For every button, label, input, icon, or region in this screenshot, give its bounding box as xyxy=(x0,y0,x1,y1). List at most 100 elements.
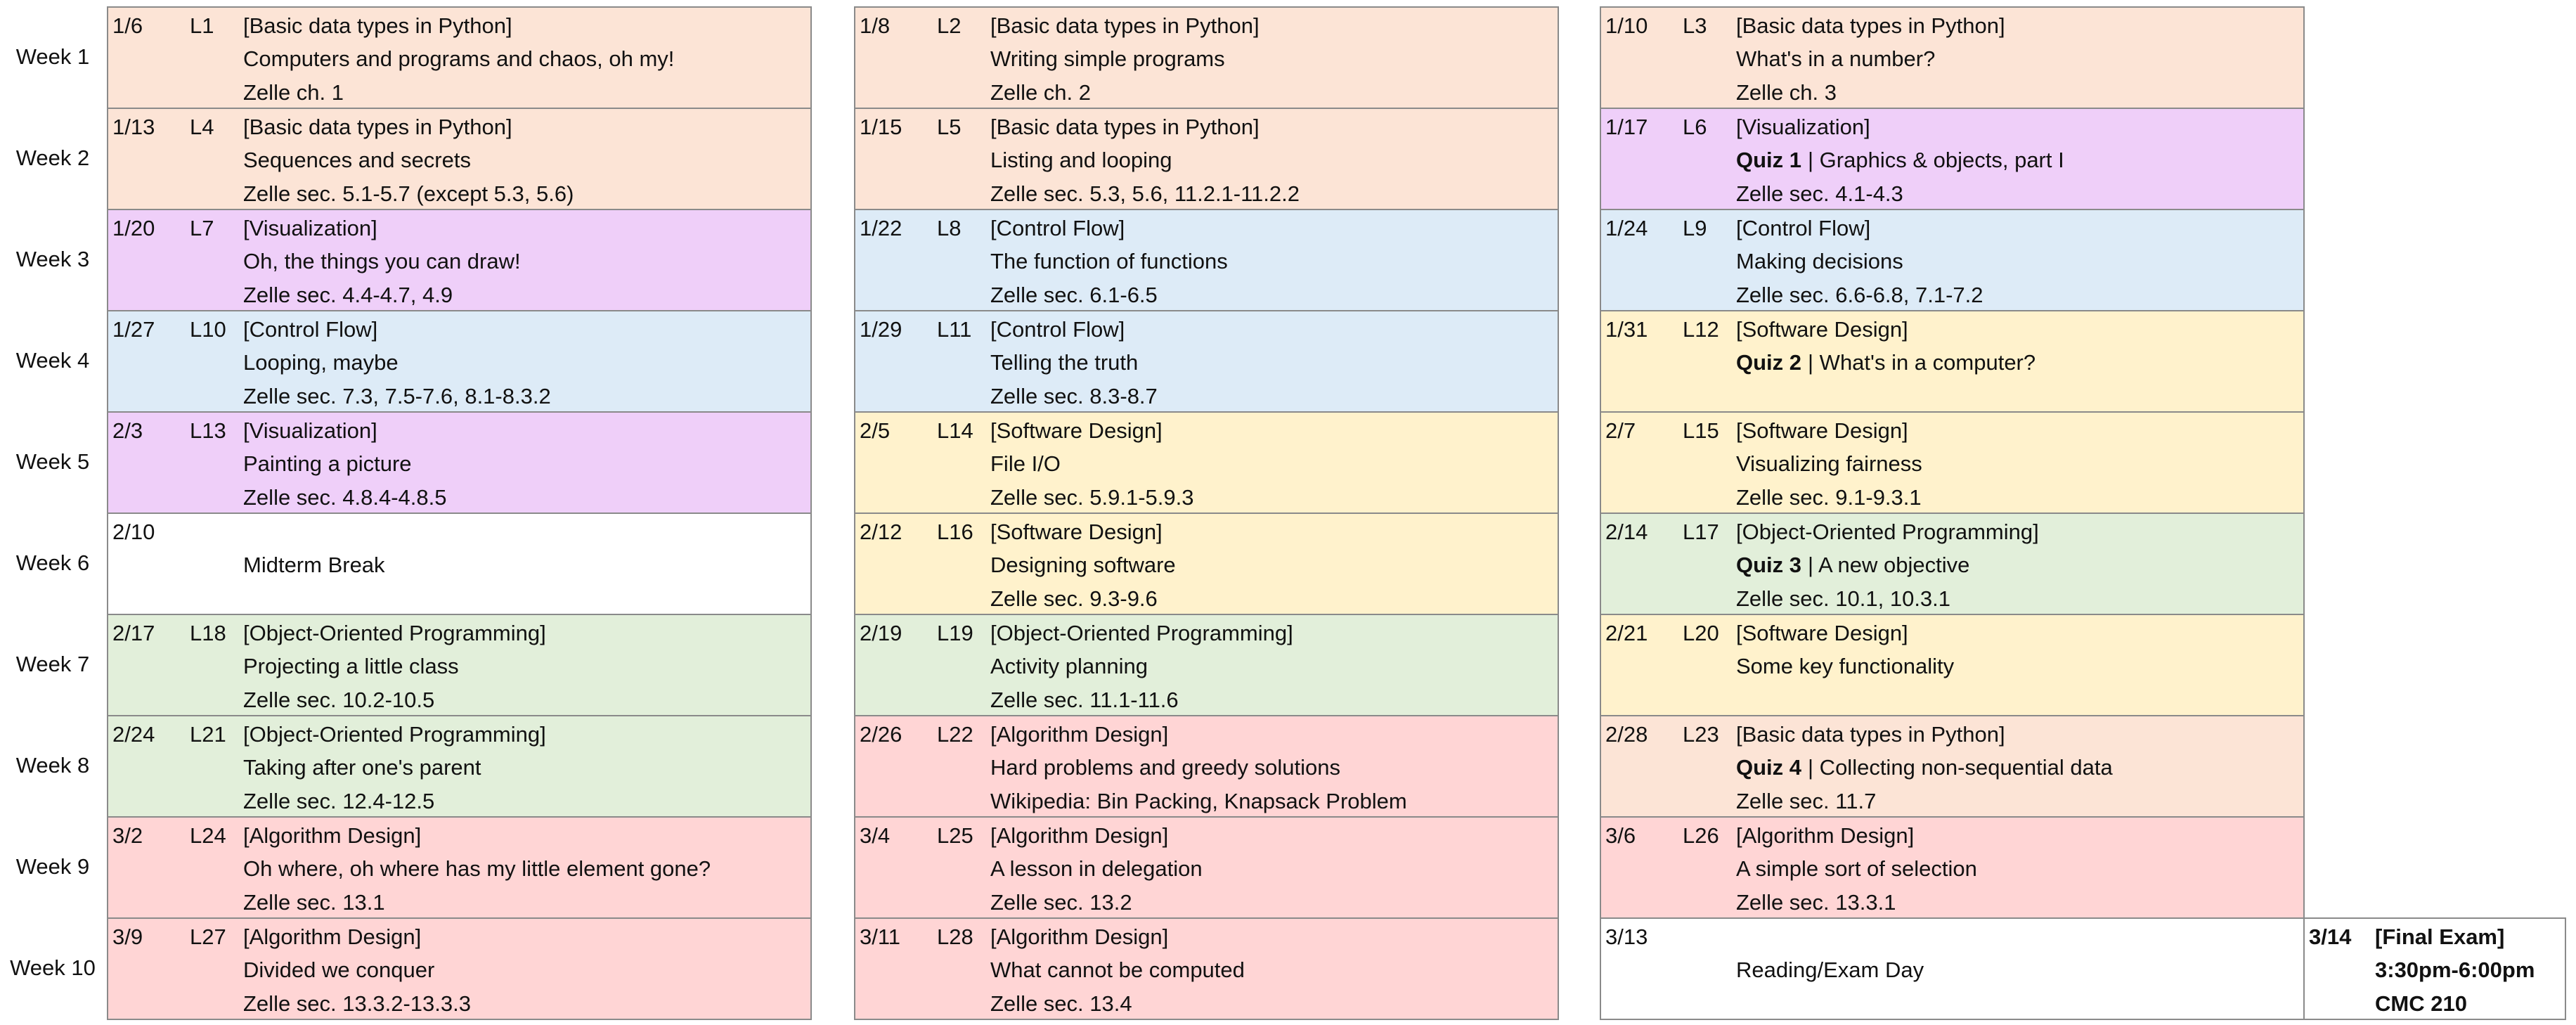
title: Computers and programs and chaos, oh my! xyxy=(243,46,675,71)
title: Reading/Exam Day xyxy=(1736,958,1924,982)
date: 2/3 xyxy=(112,418,143,443)
lecture-cell: 1/24 L9 [Control Flow] Making decisions Zell… xyxy=(1600,209,2305,311)
week-label: Week 5 xyxy=(15,449,90,474)
lecture-number: L19 xyxy=(937,621,973,645)
lecture-number: L5 xyxy=(937,115,962,139)
title: Activity planning xyxy=(990,654,1148,678)
lecture-cell: 2/14 L17 [Object-Oriented Programming] Quiz… xyxy=(1600,512,2305,615)
title: Telling the truth xyxy=(990,350,1139,375)
date: 2/26 xyxy=(860,722,902,747)
title: Hard problems and greedy solutions xyxy=(990,755,1340,780)
lecture-cell: 1/15 L5 [Basic data types in Python] Listin… xyxy=(854,108,1559,210)
week-label: Week 1 xyxy=(15,44,90,69)
topic: [Algorithm Design] xyxy=(990,722,1169,747)
lecture-cell: 1/29 L11 [Control Flow] Telling the truth Ze… xyxy=(854,310,1559,413)
lecture-cell: 3/13 Reading/Exam Day xyxy=(1600,917,2305,1020)
title: What cannot be computed xyxy=(990,958,1245,982)
date: 2/5 xyxy=(860,418,891,443)
title-line: Making decisions xyxy=(1736,247,1903,276)
topic: [Control Flow] xyxy=(990,216,1125,240)
lecture-cell: 3/9 L27 [Algorithm Design] Divided we conqu… xyxy=(107,917,812,1020)
date: 1/20 xyxy=(112,216,155,240)
lecture-number: L18 xyxy=(190,621,226,645)
date: 1/22 xyxy=(860,216,902,240)
lecture-number: L28 xyxy=(937,924,973,949)
title: Oh where, oh where has my little element… xyxy=(243,856,711,881)
week-label: Week 7 xyxy=(15,652,90,676)
lecture-number: L9 xyxy=(1683,216,1707,240)
title-line: Telling the truth xyxy=(990,349,1138,377)
title: Projecting a little class xyxy=(243,654,459,678)
lecture-number: L23 xyxy=(1683,722,1719,747)
lecture-number: L20 xyxy=(1683,621,1719,645)
topic: [Basic data types in Python] xyxy=(990,13,1260,38)
lecture-number: L10 xyxy=(190,317,226,342)
lecture-cell: 2/21 L20 [Software Design] Some key functio… xyxy=(1600,614,2305,716)
reading: Zelle sec. 13.2 xyxy=(990,890,1132,915)
topic: [Visualization] xyxy=(243,216,377,240)
lecture-cell: 1/6 L1 [Basic data types in Python] Compute… xyxy=(107,6,812,109)
lecture-number: L22 xyxy=(937,722,973,747)
lecture-cell: 2/7 L15 [Software Design] Visualizing fairn… xyxy=(1600,411,2305,514)
date: 1/17 xyxy=(1605,115,1648,139)
lecture-number: L8 xyxy=(937,216,962,240)
final-line: [Final Exam] xyxy=(2375,924,2505,949)
title: The function of functions xyxy=(990,249,1228,273)
topic: [Object-Oriented Programming] xyxy=(990,621,1293,645)
title: | Collecting non-sequential data xyxy=(1808,755,2113,780)
topic: [Visualization] xyxy=(243,418,377,443)
topic: [Basic data types in Python] xyxy=(1736,722,2005,747)
title-line: Designing software xyxy=(990,551,1176,579)
reading: Zelle sec. 7.3, 7.5-7.6, 8.1-8.3.2 xyxy=(243,384,551,408)
date: 2/21 xyxy=(1605,621,1648,645)
reading: Zelle sec. 11.1-11.6 xyxy=(990,688,1179,712)
lecture-cell: 1/17 L6 [Visualization] Quiz 1 | Graphics & … xyxy=(1600,108,2305,210)
topic: [Object-Oriented Programming] xyxy=(243,621,546,645)
lecture-number: L11 xyxy=(937,317,972,342)
title-line: Quiz 2 | What's in a computer? xyxy=(1736,349,2035,377)
date: 1/10 xyxy=(1605,13,1648,38)
date: 1/31 xyxy=(1605,317,1648,342)
lecture-number: L21 xyxy=(190,722,226,747)
reading: Zelle sec. 5.1-5.7 (except 5.3, 5.6) xyxy=(243,181,574,206)
title-line: A simple sort of selection xyxy=(1736,855,1977,883)
week-label: Week 6 xyxy=(15,550,90,575)
date: 1/13 xyxy=(112,115,155,139)
date: 2/12 xyxy=(860,520,902,544)
date: 3/6 xyxy=(1605,823,1636,848)
lecture-number: L26 xyxy=(1683,823,1719,848)
date: 1/8 xyxy=(860,13,891,38)
date: 3/11 xyxy=(860,924,901,949)
topic: [Basic data types in Python] xyxy=(1736,13,2005,38)
lecture-cell: 2/5 L14 [Software Design] File I/O Zelle sec… xyxy=(854,411,1559,514)
topic: [Control Flow] xyxy=(1736,216,1871,240)
date: 2/10 xyxy=(112,520,155,544)
quiz: Quiz 2 xyxy=(1736,350,1802,375)
title-line: The function of functions xyxy=(990,247,1228,276)
title-line: What's in a number? xyxy=(1736,45,1935,73)
title: Taking after one's parent xyxy=(243,755,481,780)
title-line: Divided we conquer xyxy=(243,956,434,984)
date: 2/28 xyxy=(1605,722,1648,747)
title: Midterm Break xyxy=(243,553,385,577)
lecture-number: L1 xyxy=(190,13,214,38)
reading: Zelle sec. 13.1 xyxy=(243,890,385,915)
reading: Zelle sec. 13.4 xyxy=(990,991,1132,1016)
title: File I/O xyxy=(990,451,1061,476)
date: 1/24 xyxy=(1605,216,1648,240)
title-line: Projecting a little class xyxy=(243,652,459,681)
title-line: Writing simple programs xyxy=(990,45,1225,73)
date: 1/27 xyxy=(112,317,155,342)
lecture-cell: 3/11 L28 [Algorithm Design] What cannot be … xyxy=(854,917,1559,1020)
reading: Zelle sec. 6.1-6.5 xyxy=(990,283,1158,307)
title: Visualizing fairness xyxy=(1736,451,1922,476)
lecture-number: L25 xyxy=(937,823,973,848)
lecture-number: L7 xyxy=(190,216,214,240)
reading: Zelle sec. 8.3-8.7 xyxy=(990,384,1158,408)
lecture-number: L16 xyxy=(937,520,973,544)
lecture-cell: 2/17 L18 [Object-Oriented Programming] Proj… xyxy=(107,614,812,716)
date: 3/2 xyxy=(112,823,143,848)
lecture-cell: 2/26 L22 [Algorithm Design] Hard problems a… xyxy=(854,715,1559,818)
date: 1/6 xyxy=(112,13,143,38)
topic: [Basic data types in Python] xyxy=(243,13,512,38)
